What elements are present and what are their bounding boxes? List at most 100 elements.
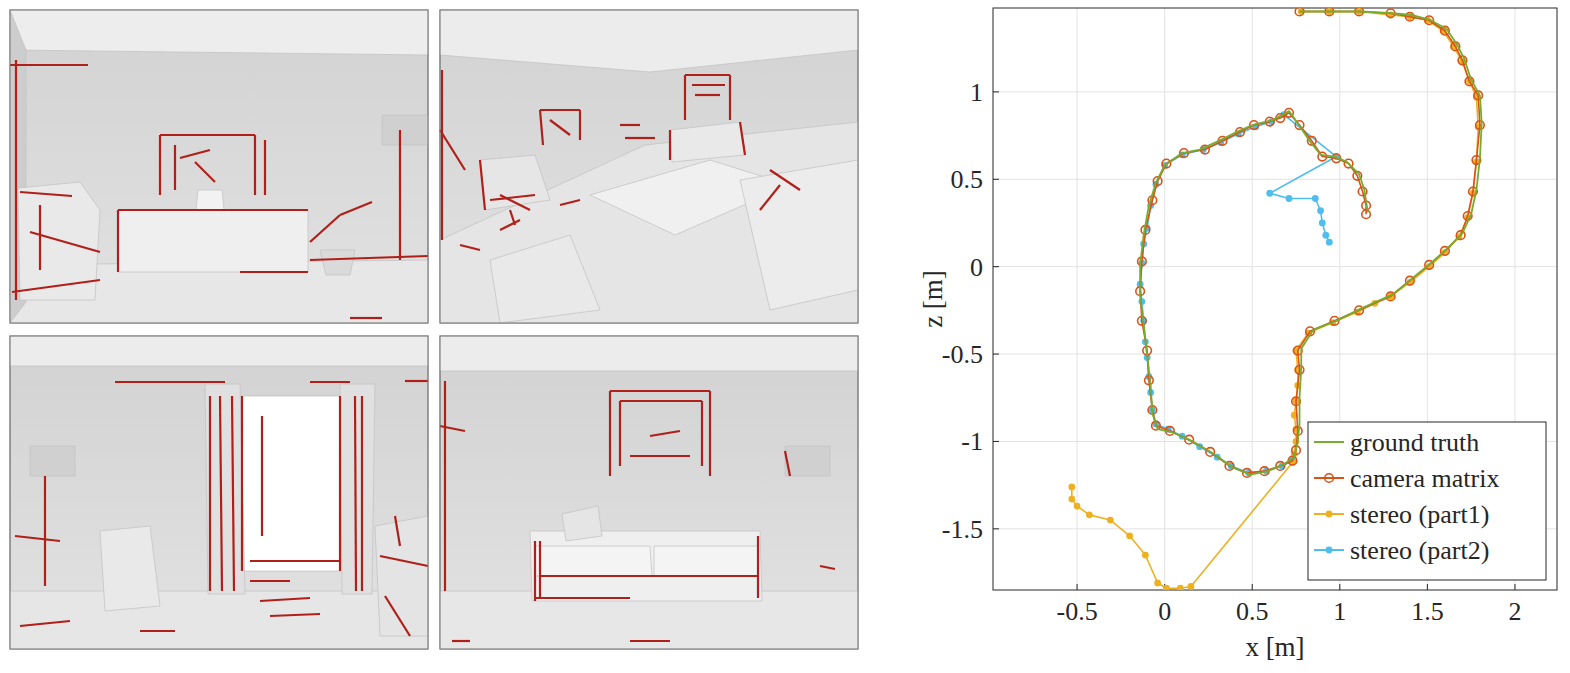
- detected-line: [20, 192, 72, 196]
- detected-line: [405, 380, 428, 382]
- panel-border: [440, 336, 858, 649]
- tick: [1514, 584, 1515, 590]
- scene-shape: [10, 10, 428, 55]
- detected-line: [500, 220, 520, 230]
- legend-label: stereo (part2): [1350, 536, 1489, 565]
- scene-shape: [654, 546, 758, 576]
- detected-line: [310, 256, 428, 260]
- detected-line: [115, 381, 225, 383]
- legend-entry: stereo (part1): [1314, 500, 1489, 529]
- detected-line: [117, 210, 119, 272]
- detected-line: [684, 75, 686, 120]
- detected-line: [579, 110, 581, 140]
- scene-shape: [530, 531, 762, 601]
- series-marker: [1154, 580, 1161, 587]
- detected-line: [241, 396, 243, 571]
- detected-line: [610, 390, 710, 392]
- series-marker: [1266, 190, 1273, 197]
- scene-shape: [440, 336, 858, 371]
- scene-shape: [100, 526, 160, 611]
- detected-line: [695, 94, 720, 96]
- detected-line: [395, 516, 400, 546]
- detected-line: [261, 416, 263, 536]
- tick: [1252, 584, 1253, 590]
- detected-line: [195, 162, 215, 182]
- tick-label: 0.5: [951, 165, 984, 194]
- detected-line: [339, 396, 341, 571]
- detected-line: [15, 536, 60, 541]
- legend-box: [1308, 422, 1546, 580]
- tick: [1339, 584, 1340, 590]
- detected-line: [620, 400, 702, 402]
- detected-line: [534, 541, 536, 601]
- grid-line: [993, 266, 1557, 267]
- detected-line: [539, 541, 541, 598]
- detected-line: [250, 580, 290, 582]
- detected-line: [220, 396, 222, 591]
- tick-label: 1: [1333, 597, 1346, 626]
- detected-line: [340, 202, 372, 215]
- scene-shape: [10, 591, 428, 649]
- detected-line: [785, 451, 790, 476]
- series-marker: [1142, 552, 1149, 559]
- detected-line: [490, 195, 535, 200]
- series-marker: [1362, 210, 1371, 219]
- scene-shape: [375, 516, 428, 636]
- scene-shape: [480, 155, 550, 210]
- series-marker: [1322, 232, 1329, 239]
- series: [1140, 12, 1482, 475]
- series-marker: [1074, 503, 1081, 510]
- detected-line: [12, 280, 100, 292]
- tick: [1077, 584, 1078, 590]
- series-line: [1140, 12, 1480, 473]
- detected-line: [118, 209, 308, 211]
- detected-line: [440, 130, 465, 170]
- legend-line: [1314, 477, 1344, 479]
- tick: [993, 354, 999, 355]
- series-marker: [1177, 585, 1184, 590]
- scene-shape: [440, 10, 858, 72]
- scene-panel: [10, 336, 428, 649]
- scene-panel: [10, 10, 428, 323]
- detected-line: [10, 64, 88, 66]
- plot-frame: [993, 8, 1557, 590]
- detected-line: [770, 170, 800, 190]
- legend-entry: ground truth: [1314, 428, 1479, 457]
- detected-line: [180, 150, 210, 158]
- tick-label: -0.5: [1056, 597, 1097, 626]
- series: [1136, 8, 1484, 477]
- scene-shape: [440, 122, 858, 323]
- tick: [993, 179, 999, 180]
- tick-label: 1.5: [1411, 597, 1444, 626]
- detected-line: [550, 120, 570, 135]
- grid-line: [993, 91, 1557, 92]
- scene-panel: [440, 336, 858, 649]
- series-marker: [1068, 483, 1075, 490]
- scene-shape: [670, 122, 745, 162]
- legend-label: stereo (part1): [1350, 500, 1489, 529]
- figure: -0.500.511.52-1.5-1-0.500.51x [m]z [m]gr…: [0, 0, 1570, 673]
- tick: [1427, 584, 1428, 590]
- grid-line: [1077, 8, 1078, 590]
- detected-line: [620, 124, 640, 126]
- detected-line: [740, 122, 745, 155]
- tick-label: -0.5: [942, 340, 983, 369]
- detected-line: [440, 426, 465, 431]
- panel-border: [440, 10, 858, 323]
- axis-label: x [m]: [1245, 632, 1304, 662]
- detected-line: [264, 140, 266, 195]
- grid-line: [1252, 8, 1253, 590]
- detected-line: [535, 597, 630, 599]
- detected-line: [560, 200, 580, 205]
- plot-background: [993, 8, 1557, 590]
- detected-line: [310, 215, 340, 242]
- detected-line: [385, 596, 410, 636]
- scene-shape: [535, 546, 652, 576]
- legend-entry: camera matrix: [1314, 464, 1499, 493]
- series-marker: [1138, 257, 1147, 266]
- scene-shape: [238, 396, 340, 571]
- series-marker: [1295, 365, 1304, 374]
- series-marker: [1126, 532, 1133, 539]
- series-marker: [1476, 121, 1485, 130]
- detected-line: [209, 396, 211, 591]
